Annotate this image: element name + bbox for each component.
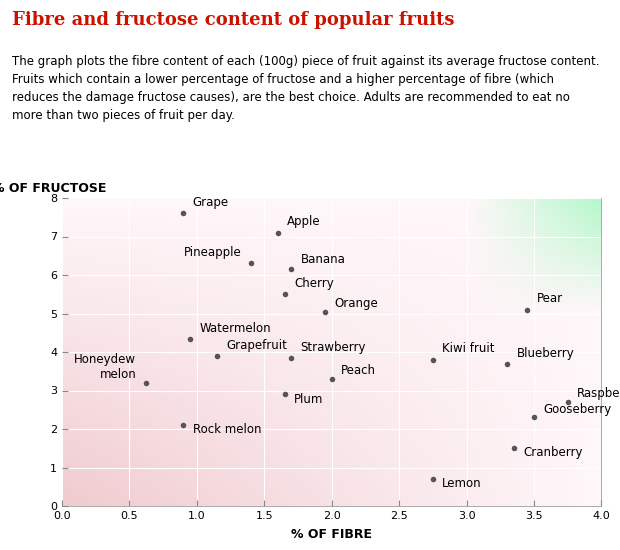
Text: Gooseberry: Gooseberry — [543, 403, 612, 416]
Text: Pineapple: Pineapple — [184, 246, 241, 259]
X-axis label: % OF FIBRE: % OF FIBRE — [291, 528, 372, 541]
Text: Plum: Plum — [294, 393, 323, 406]
Text: Grapefruit: Grapefruit — [226, 339, 288, 352]
Text: Cranberry: Cranberry — [523, 446, 583, 459]
Text: Blueberry: Blueberry — [516, 346, 574, 360]
Text: Honeydew
melon: Honeydew melon — [74, 353, 136, 381]
Text: The graph plots the fibre content of each (100g) piece of fruit against its aver: The graph plots the fibre content of eac… — [12, 55, 600, 122]
Text: Lemon: Lemon — [442, 477, 482, 490]
Text: % OF FRUCTOSE: % OF FRUCTOSE — [0, 182, 106, 195]
Text: Watermelon: Watermelon — [200, 322, 271, 334]
Text: Grape: Grape — [193, 196, 229, 209]
Text: Kiwi fruit: Kiwi fruit — [442, 342, 495, 355]
Text: Peach: Peach — [341, 364, 376, 377]
Text: Apple: Apple — [287, 215, 321, 228]
Text: Rock melon: Rock melon — [193, 423, 261, 436]
Text: Raspberry: Raspberry — [577, 387, 620, 400]
Text: Fibre and fructose content of popular fruits: Fibre and fructose content of popular fr… — [12, 11, 455, 29]
Text: Strawberry: Strawberry — [301, 341, 366, 354]
Text: Banana: Banana — [301, 253, 345, 266]
Text: Cherry: Cherry — [294, 277, 334, 290]
Text: Orange: Orange — [334, 296, 378, 310]
Text: Pear: Pear — [537, 292, 563, 305]
